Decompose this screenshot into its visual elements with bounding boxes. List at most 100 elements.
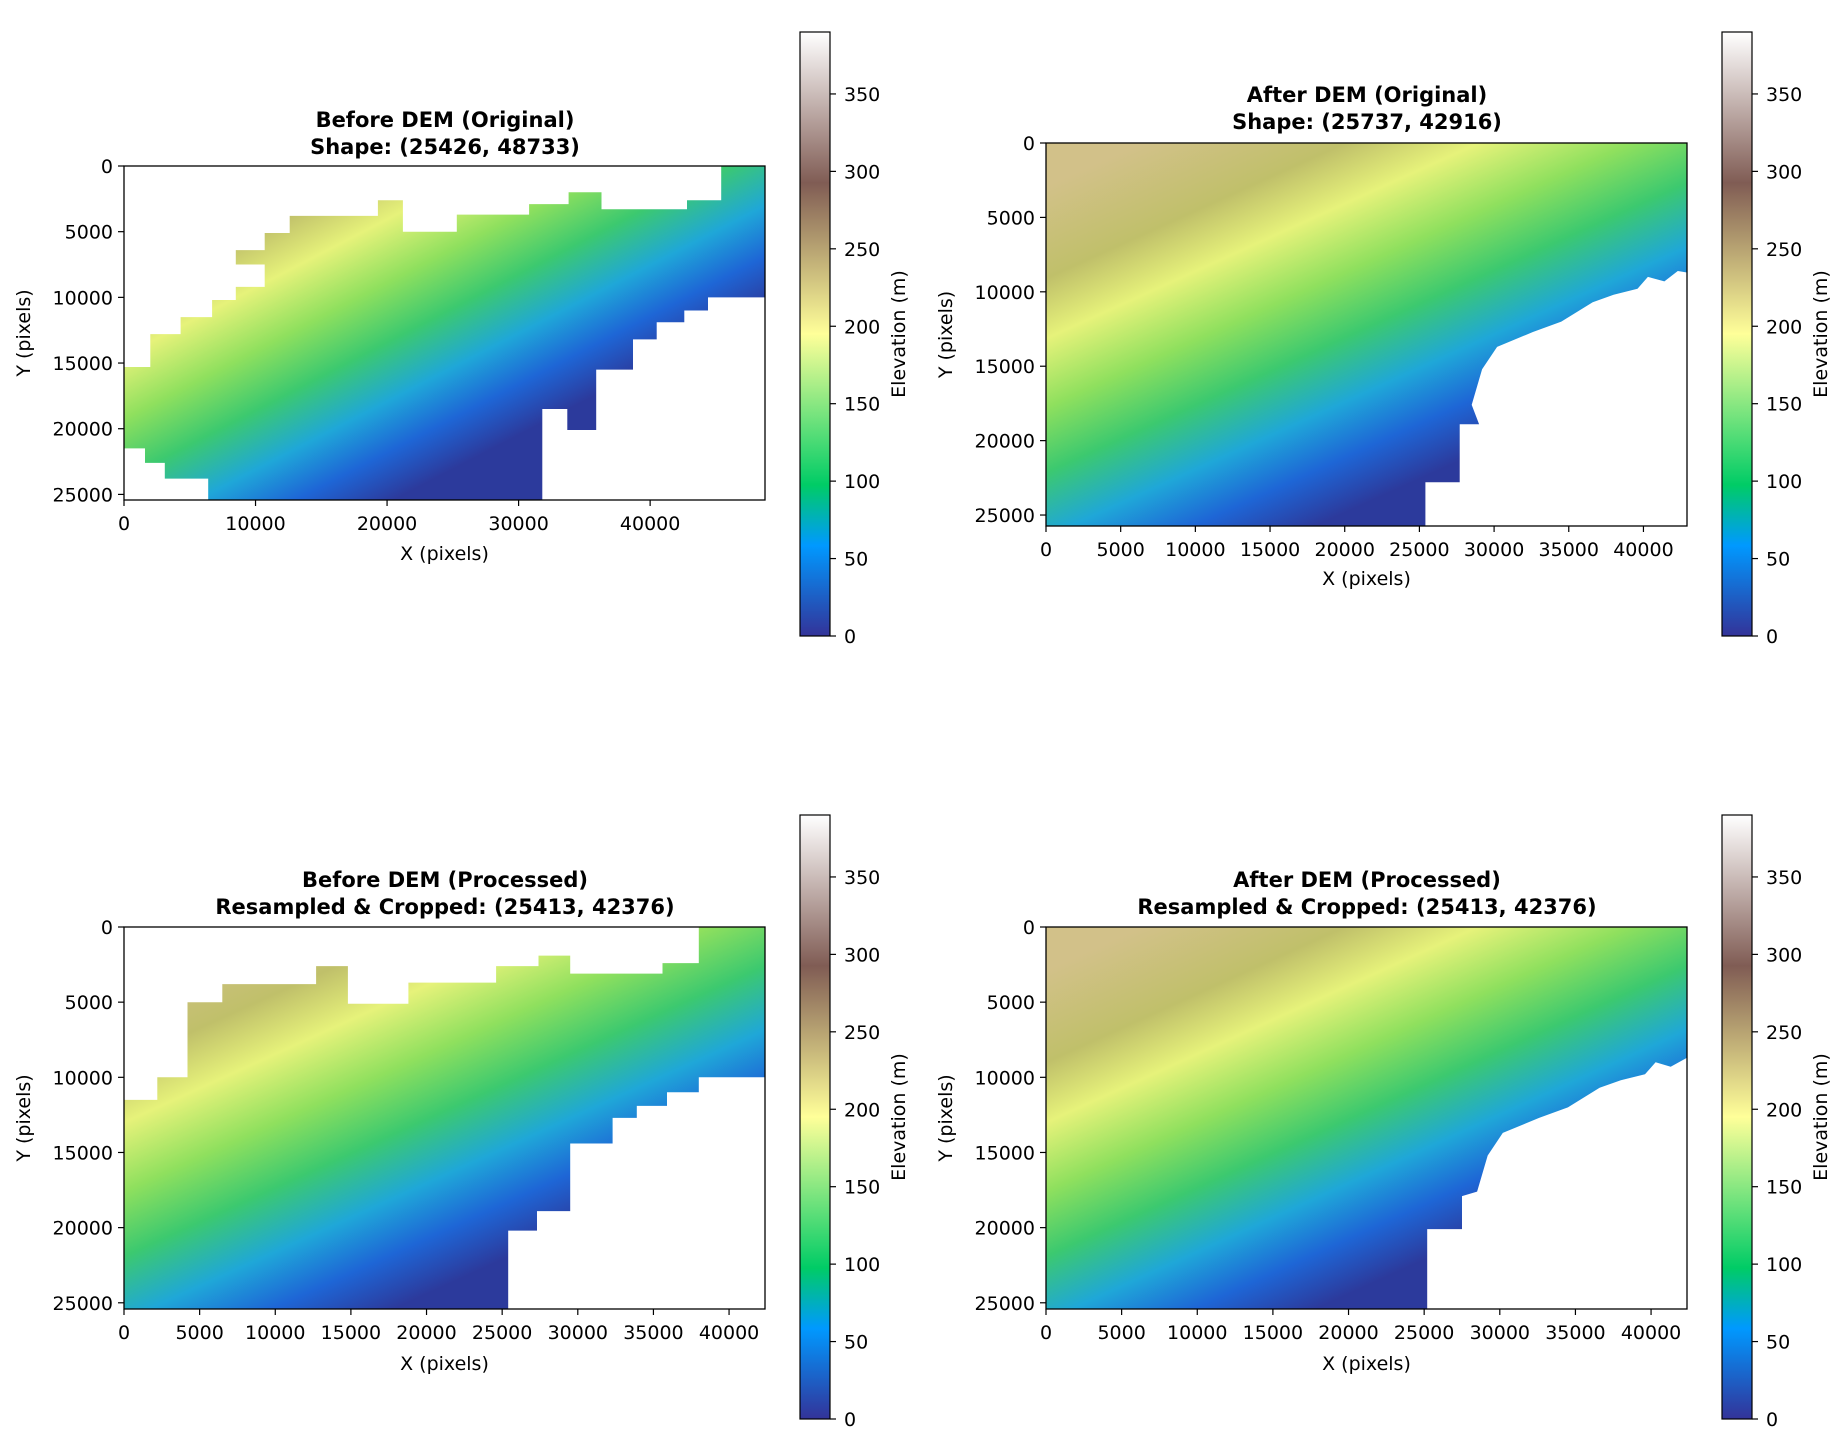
dem-raster — [1046, 927, 1687, 1309]
x-tick-label: 0 — [118, 513, 130, 535]
dem-raster — [124, 927, 765, 1309]
colorbar-frame — [799, 31, 831, 637]
y-tick-label: 10000 — [53, 1067, 113, 1089]
colorbar-tick-label: 150 — [844, 1177, 880, 1199]
dem-raster — [124, 166, 765, 500]
colorbar-label: Elevation (m) — [888, 270, 910, 398]
colorbar-gradient — [1722, 32, 1752, 636]
colorbar: 0 50 100 150 200 250 300 350 Elevation (m) — [1721, 31, 1832, 648]
x-tick-label: 35000 — [623, 1322, 683, 1344]
colorbar-tick-label: 250 — [844, 239, 880, 261]
colorbar: 0 50 100 150 200 250 300 350 Elevation (m) — [799, 814, 910, 1431]
x-tick-label: 10000 — [225, 513, 285, 535]
x-tick-label: 25000 — [472, 1322, 532, 1344]
x-tick-label: 20000 — [396, 1322, 456, 1344]
axes-frame — [1045, 142, 1688, 527]
colorbar-tick-label: 0 — [844, 626, 856, 648]
colorbar-tick-label: 300 — [844, 944, 880, 966]
x-tick-label: 0 — [118, 1322, 130, 1344]
y-tick-label: 20000 — [53, 419, 113, 441]
panel-title: After DEM (Processed) — [1233, 868, 1501, 892]
colorbar-tick-label: 250 — [1766, 239, 1802, 261]
colorbar-frame — [799, 814, 831, 1420]
y-tick-label: 15000 — [53, 353, 113, 375]
x-tick-label: 5000 — [175, 1322, 223, 1344]
y-tick-label: 5000 — [65, 222, 113, 244]
y-tick-label: 15000 — [53, 1142, 113, 1164]
chart-panel-before-original: 0 10000 20000 30000 400000500010000150002000… — [13, 31, 910, 648]
y-tick-label: 5000 — [987, 207, 1035, 229]
colorbar-tick-label: 300 — [844, 161, 880, 183]
y-tick-label: 0 — [101, 917, 113, 939]
panel-title: After DEM (Original) — [1247, 83, 1487, 107]
colorbar-tick-label: 350 — [844, 84, 880, 106]
x-tick-label: 20000 — [357, 513, 417, 535]
panel-title: Before DEM (Processed) — [302, 868, 588, 892]
x-axis-label: X (pixels) — [1322, 568, 1411, 590]
dem-raster — [1046, 143, 1687, 526]
x-tick-label: 15000 — [1243, 1322, 1303, 1344]
x-tick-label: 25000 — [1394, 1322, 1454, 1344]
x-axis-label: X (pixels) — [400, 1353, 489, 1375]
colorbar-tick-label: 250 — [844, 1022, 880, 1044]
colorbar-tick-label: 100 — [844, 1254, 880, 1276]
y-axis-label: Y (pixels) — [13, 1074, 35, 1162]
colorbar-tick-label: 50 — [844, 549, 868, 571]
colorbar-tick-label: 200 — [844, 1099, 880, 1121]
colorbar-tick-label: 0 — [1766, 626, 1778, 648]
panel-subtitle: Shape: (25426, 48733) — [310, 135, 580, 159]
y-tick-label: 0 — [101, 156, 113, 178]
y-tick-label: 25000 — [975, 505, 1035, 527]
chart-panel-after-original: 0 5000 10000 15000 20000 25000 30000 35000 40000… — [935, 31, 1832, 648]
axes-frame — [1045, 926, 1688, 1310]
y-tick-label: 20000 — [53, 1218, 113, 1240]
x-tick-label: 35000 — [1545, 1322, 1605, 1344]
colorbar-tick-label: 50 — [1766, 1332, 1790, 1354]
y-tick-label: 15000 — [975, 356, 1035, 378]
colorbar-gradient — [800, 32, 830, 636]
x-tick-label: 40000 — [1613, 539, 1673, 561]
x-tick-label: 35000 — [1539, 539, 1599, 561]
panel-subtitle: Resampled & Cropped: (25413, 42376) — [1137, 895, 1596, 919]
y-tick-label: 25000 — [53, 484, 113, 506]
x-tick-label: 0 — [1040, 539, 1052, 561]
x-tick-label: 40000 — [620, 513, 680, 535]
x-tick-label: 30000 — [548, 1322, 608, 1344]
y-axis-label: Y (pixels) — [935, 291, 957, 379]
x-tick-label: 40000 — [1621, 1322, 1681, 1344]
colorbar-tick-label: 350 — [844, 867, 880, 889]
chart-panel-before-processed: 0 5000 10000 15000 20000 25000 30000 35000 40000… — [13, 814, 910, 1431]
colorbar-tick-label: 50 — [1766, 549, 1790, 571]
x-tick-label: 15000 — [1240, 539, 1300, 561]
x-axis-label: X (pixels) — [1322, 1353, 1411, 1375]
colorbar-label: Elevation (m) — [1810, 1053, 1832, 1181]
y-tick-label: 0 — [1023, 133, 1035, 155]
colorbar-tick-label: 350 — [1766, 84, 1802, 106]
colorbar-tick-label: 300 — [1766, 161, 1802, 183]
x-tick-label: 10000 — [1167, 1322, 1227, 1344]
y-tick-label: 20000 — [975, 1218, 1035, 1240]
panel-subtitle: Shape: (25737, 42916) — [1232, 110, 1502, 134]
colorbar-tick-label: 300 — [1766, 944, 1802, 966]
axes-frame — [123, 926, 766, 1310]
y-axis-label: Y (pixels) — [13, 289, 35, 377]
colorbar-tick-label: 150 — [844, 394, 880, 416]
colorbar-tick-label: 350 — [1766, 867, 1802, 889]
colorbar-tick-label: 200 — [1766, 1099, 1802, 1121]
y-tick-label: 5000 — [65, 992, 113, 1014]
y-tick-label: 20000 — [975, 431, 1035, 453]
colorbar-tick-label: 150 — [1766, 1177, 1802, 1199]
y-tick-label: 5000 — [987, 992, 1035, 1014]
y-tick-label: 10000 — [975, 1067, 1035, 1089]
panel-title: Before DEM (Original) — [316, 108, 575, 132]
y-tick-label: 0 — [1023, 917, 1035, 939]
y-tick-label: 25000 — [53, 1293, 113, 1315]
panel-subtitle: Resampled & Cropped: (25413, 42376) — [215, 895, 674, 919]
colorbar-label: Elevation (m) — [1810, 270, 1832, 398]
axes-frame — [123, 165, 766, 501]
colorbar-tick-label: 150 — [1766, 394, 1802, 416]
y-tick-label: 15000 — [975, 1142, 1035, 1164]
colorbar-tick-label: 200 — [1766, 316, 1802, 338]
colorbar-frame — [1721, 31, 1753, 637]
